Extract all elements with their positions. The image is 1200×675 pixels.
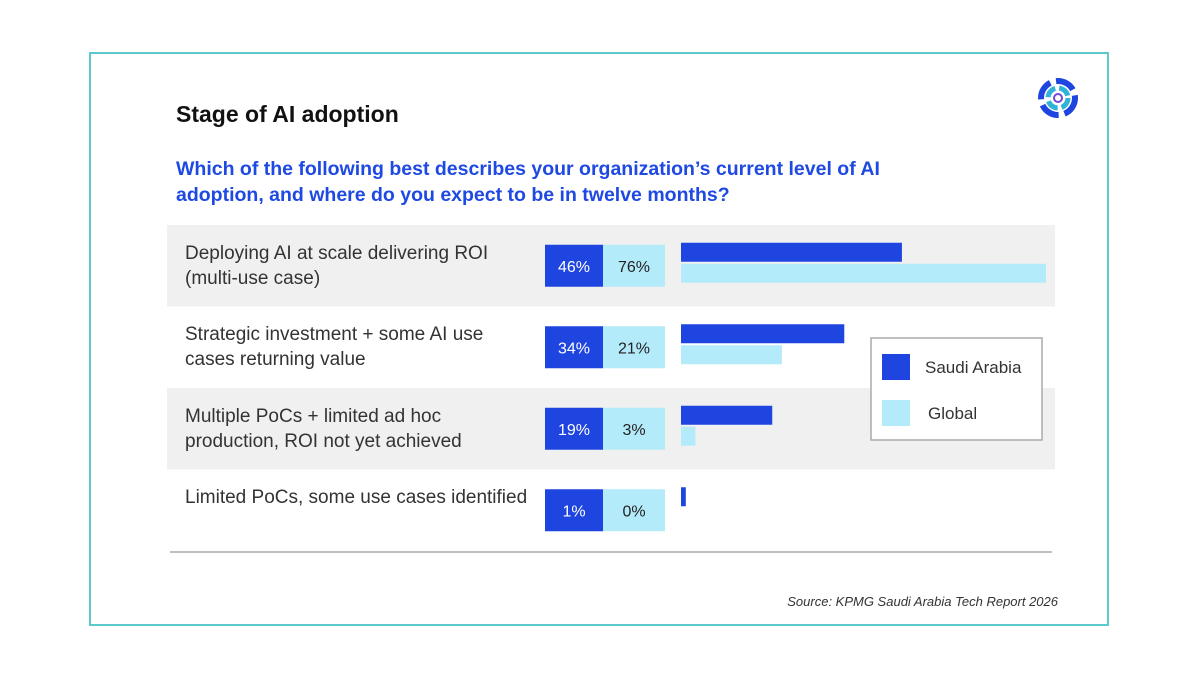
value-box [603,326,665,369]
category-label: Deploying AI at scale delivering ROI (mu… [185,242,489,289]
value-label: 19% [558,422,590,439]
value-box [603,407,665,450]
value-label: 46% [558,259,590,276]
category-label: Limited PoCs, some use cases identified [185,487,528,509]
chart-title: Stage of AI adoption [176,101,399,127]
bar [681,426,696,446]
value-label: 21% [618,340,650,357]
value-box [545,326,603,369]
legend-swatch [882,400,910,426]
bar [681,263,1046,283]
value-label: 0% [622,503,645,520]
bar [681,324,845,344]
category-label: Strategic investment + some AI use cases… [185,324,484,371]
value-label: 3% [622,422,645,439]
value-label: 1% [562,503,585,520]
legend-label: Saudi Arabia [925,358,1022,377]
value-label: 76% [618,259,650,276]
legend-label: Global [928,404,977,423]
bar [681,405,773,425]
chart-subtitle: Which of the following best describes yo… [176,158,880,206]
bar [681,487,686,507]
source: Source: KPMG Saudi Arabia Tech Report 20… [787,594,1058,609]
value-box [603,244,665,287]
legend-swatch [882,354,910,380]
value-box [545,244,603,287]
frame [89,52,1109,626]
value-box [545,407,603,450]
bar [681,345,782,365]
value-label: 34% [558,340,590,357]
category-label: Multiple PoCs + limited ad hoc productio… [185,405,462,452]
value-box [603,489,665,532]
logo [1038,78,1078,118]
bar [681,242,902,262]
value-box [545,489,603,532]
